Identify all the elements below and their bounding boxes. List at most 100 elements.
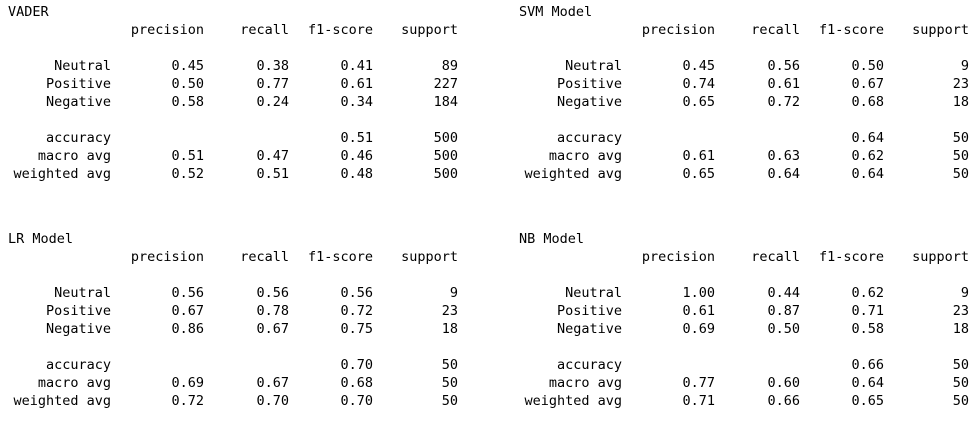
- cell-precision: 0.56: [171, 285, 204, 301]
- cell-support: 50: [441, 393, 458, 409]
- cell-precision: 0.69: [171, 375, 204, 391]
- column-header: recall: [240, 22, 289, 38]
- cell-f1-score: 0.62: [851, 285, 884, 301]
- cell-f1-score: 0.62: [851, 148, 884, 164]
- cell-recall: 0.87: [767, 303, 800, 319]
- report-svm-model: SVM Model precision recall f1-score support N…: [511, 0, 978, 200]
- cell-support: 9: [960, 58, 969, 74]
- cell-support: 50: [952, 166, 969, 182]
- cell-precision: 0.51: [171, 148, 204, 164]
- cell-support: 23: [952, 303, 969, 319]
- cell-recall: 0.50: [767, 321, 800, 337]
- cell-precision: 0.61: [682, 148, 715, 164]
- cell-recall: 0.64: [767, 166, 800, 182]
- cell-precision: 0.45: [171, 58, 204, 74]
- summary-label: accuracy: [556, 130, 622, 146]
- cell-f1-score: 0.61: [340, 76, 373, 92]
- cell-precision: 0.74: [682, 76, 715, 92]
- cell-support: 50: [952, 375, 969, 391]
- report-lr-model: LR Model precision recall f1-score support Ne…: [0, 227, 470, 427]
- row-label: Negative: [556, 94, 622, 110]
- column-header: precision: [641, 22, 715, 38]
- cell-support: 50: [441, 357, 458, 373]
- cell-f1-score: 0.64: [851, 130, 884, 146]
- cell-recall: 0.77: [256, 76, 289, 92]
- column-header: recall: [751, 22, 800, 38]
- column-header: recall: [751, 249, 800, 265]
- cell-recall: 0.44: [767, 285, 800, 301]
- cell-support: 18: [952, 94, 969, 110]
- row-label: Neutral: [54, 58, 111, 74]
- cell-f1-score: 0.50: [851, 58, 884, 74]
- cell-support: 50: [952, 393, 969, 409]
- report-title: LR Model: [8, 231, 74, 247]
- cell-f1-score: 0.56: [340, 285, 373, 301]
- column-header: support: [912, 249, 969, 265]
- report-title: SVM Model: [519, 4, 593, 20]
- cell-support: 50: [952, 130, 969, 146]
- cell-recall: 0.70: [256, 393, 289, 409]
- summary-label: accuracy: [556, 357, 622, 373]
- cell-support: 18: [441, 321, 458, 337]
- cell-f1-score: 0.70: [340, 393, 373, 409]
- cell-f1-score: 0.34: [340, 94, 373, 110]
- cell-f1-score: 0.51: [340, 130, 373, 146]
- column-header: f1-score: [307, 249, 373, 265]
- cell-f1-score: 0.64: [851, 166, 884, 182]
- row-label: Negative: [556, 321, 622, 337]
- summary-label: weighted avg: [524, 166, 622, 182]
- cell-f1-score: 0.68: [851, 94, 884, 110]
- cell-support: 9: [960, 285, 969, 301]
- cell-support: 23: [952, 76, 969, 92]
- row-label: Neutral: [54, 285, 111, 301]
- cell-recall: 0.38: [256, 58, 289, 74]
- cell-support: 50: [441, 375, 458, 391]
- cell-recall: 0.56: [256, 285, 289, 301]
- column-header: recall: [240, 249, 289, 265]
- cell-precision: 0.69: [682, 321, 715, 337]
- summary-label: macro avg: [37, 375, 111, 391]
- cell-recall: 0.24: [256, 94, 289, 110]
- cell-precision: 0.50: [171, 76, 204, 92]
- cell-f1-score: 0.41: [340, 58, 373, 74]
- summary-label: weighted avg: [524, 393, 622, 409]
- cell-recall: 0.51: [256, 166, 289, 182]
- cell-support: 500: [433, 130, 458, 146]
- cell-precision: 0.86: [171, 321, 204, 337]
- cell-f1-score: 0.72: [340, 303, 373, 319]
- cell-recall: 0.63: [767, 148, 800, 164]
- summary-label: macro avg: [37, 148, 111, 164]
- cell-recall: 0.47: [256, 148, 289, 164]
- row-label: Positive: [45, 303, 111, 319]
- column-header: precision: [130, 249, 204, 265]
- cell-precision: 0.71: [682, 393, 715, 409]
- column-header: f1-score: [818, 22, 884, 38]
- cell-precision: 0.65: [682, 166, 715, 182]
- cell-support: 500: [433, 148, 458, 164]
- column-header: f1-score: [818, 249, 884, 265]
- cell-precision: 0.67: [171, 303, 204, 319]
- report-title: VADER: [8, 4, 49, 20]
- row-label: Neutral: [565, 285, 622, 301]
- summary-label: weighted avg: [13, 393, 111, 409]
- cell-recall: 0.78: [256, 303, 289, 319]
- cell-precision: 0.45: [682, 58, 715, 74]
- cell-precision: 0.77: [682, 375, 715, 391]
- report-title: NB Model: [519, 231, 585, 247]
- column-header: precision: [641, 249, 715, 265]
- summary-label: macro avg: [548, 148, 622, 164]
- column-header: precision: [130, 22, 204, 38]
- cell-precision: 1.00: [682, 285, 715, 301]
- cell-f1-score: 0.75: [340, 321, 373, 337]
- row-label: Negative: [45, 321, 111, 337]
- cell-f1-score: 0.65: [851, 393, 884, 409]
- cell-support: 9: [449, 285, 458, 301]
- column-header: support: [912, 22, 969, 38]
- column-header: support: [401, 249, 458, 265]
- report-nb-model: NB Model precision recall f1-score support Ne…: [511, 227, 978, 427]
- cell-f1-score: 0.64: [851, 375, 884, 391]
- report-vader: VADER precision recall f1-score support Neutr…: [0, 0, 470, 200]
- cell-f1-score: 0.66: [851, 357, 884, 373]
- row-label: Positive: [556, 303, 622, 319]
- cell-recall: 0.72: [767, 94, 800, 110]
